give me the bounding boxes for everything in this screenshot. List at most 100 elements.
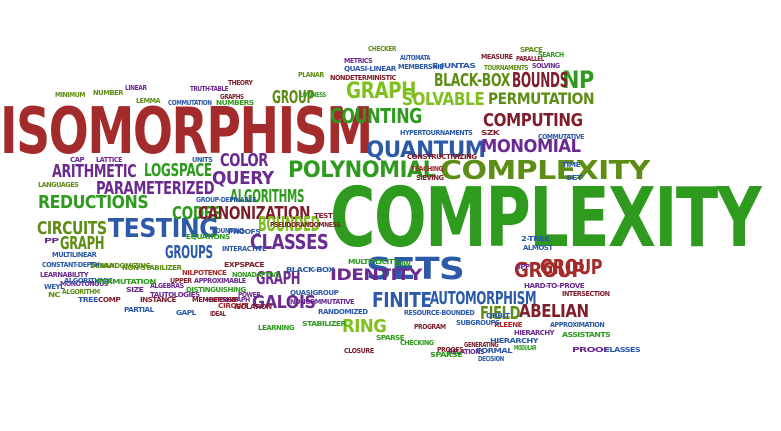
cloud-word: Abelian bbox=[519, 301, 589, 322]
cloud-word: Arithmetic bbox=[52, 161, 137, 182]
cloud-word: Sparse bbox=[376, 334, 405, 342]
cloud-word: Circuits bbox=[37, 218, 107, 239]
cloud-word: Learning bbox=[258, 324, 295, 332]
cloud-word: Nonadaptive bbox=[232, 271, 280, 279]
cloud-word: Proofs bbox=[437, 346, 464, 354]
cloud-word: Linear bbox=[125, 84, 147, 92]
cloud-word: Constructivizing bbox=[407, 153, 477, 161]
cloud-word: Pseudorandomness bbox=[270, 221, 341, 229]
cloud-word: Sparse bbox=[430, 351, 463, 359]
cloud-word: Solvable bbox=[402, 89, 485, 110]
cloud-word: Instance bbox=[140, 296, 176, 304]
cloud-word: Almost bbox=[523, 244, 553, 252]
cloud-word: Group bbox=[272, 87, 315, 108]
cloud-word: Finite bbox=[372, 288, 432, 312]
cloud-word: E-juntas bbox=[432, 62, 476, 70]
cloud-word: Test bbox=[314, 212, 333, 220]
cloud-word: Canonization bbox=[198, 203, 311, 224]
cloud-word: Stabilizer bbox=[302, 320, 346, 328]
cloud-word: Weyl bbox=[44, 283, 65, 291]
cloud-word: Group bbox=[540, 255, 603, 279]
cloud-word: Power bbox=[238, 291, 261, 299]
cloud-word: Commutative bbox=[538, 133, 584, 141]
cloud-word: Logspace bbox=[144, 160, 212, 181]
cloud-word: Planar bbox=[298, 71, 324, 79]
cloud-word: Algorithm bbox=[62, 288, 100, 296]
cloud-word: Learnability bbox=[40, 271, 89, 279]
cloud-word: Circuit bbox=[218, 302, 248, 310]
cloud-word: Minimum bbox=[55, 91, 86, 99]
cloud-word: Relations bbox=[448, 348, 485, 356]
cloud-word: Algebras bbox=[150, 282, 184, 290]
cloud-word: Group bbox=[514, 258, 585, 282]
cloud-word: Lattice bbox=[96, 156, 123, 164]
cloud-word: Formal bbox=[476, 347, 513, 355]
cloud-word: Via bbox=[100, 262, 115, 270]
cloud-word: Bounds bbox=[512, 68, 569, 92]
cloud-word: Groups bbox=[165, 242, 213, 263]
cloud-word: Classes bbox=[250, 230, 329, 254]
cloud-word: Ideal bbox=[210, 310, 226, 318]
cloud-word: Intersection bbox=[562, 290, 610, 298]
cloud-word: Graph bbox=[346, 79, 417, 104]
cloud-word: Nilpotence bbox=[182, 269, 227, 277]
cloud-word: Orbit bbox=[486, 312, 510, 320]
cloud-word: Comp bbox=[98, 296, 121, 304]
cloud-word: Resource-bounded bbox=[404, 309, 475, 317]
cloud-word: 2-tree bbox=[521, 235, 550, 243]
cloud-word: Lemma bbox=[136, 97, 161, 105]
cloud-word: Hard-to-prove bbox=[524, 282, 585, 290]
cloud-word: Tautologies bbox=[150, 291, 200, 299]
cloud-word: Black-Box bbox=[434, 70, 510, 91]
cloud-word: Hierarchy bbox=[514, 329, 555, 337]
cloud-word: Monotonous bbox=[60, 280, 109, 288]
cloud-word: Permutation bbox=[488, 89, 595, 108]
cloud-word: Commutation bbox=[168, 99, 212, 107]
cloud-word: Size bbox=[126, 286, 144, 294]
cloud-word: Solving bbox=[532, 62, 560, 70]
cloud-word: Theory bbox=[228, 79, 253, 87]
cloud-word: Hypertournaments bbox=[400, 129, 473, 137]
cloud-word: Multilinear bbox=[52, 251, 97, 259]
cloud-word: Multiplicity bbox=[348, 258, 399, 266]
cloud-word: Sets bbox=[366, 252, 465, 287]
cloud-word: Parallel bbox=[516, 55, 544, 63]
cloud-word: Closure bbox=[344, 347, 374, 355]
cloud-word: Computing bbox=[483, 110, 583, 131]
cloud-word: Approximation bbox=[550, 321, 605, 329]
cloud-word: Low bbox=[394, 260, 411, 268]
cloud-word: Numbers bbox=[216, 99, 254, 107]
cloud-word: GapL bbox=[176, 309, 196, 317]
cloud-word: Field bbox=[480, 303, 521, 324]
cloud-word: Algorithmic bbox=[64, 277, 113, 285]
cloud-word: Hypergraph bbox=[206, 296, 250, 304]
cloud-word: Modular bbox=[514, 344, 537, 352]
cloud-word: Proof bbox=[572, 346, 610, 354]
cloud-word: Tournaments bbox=[484, 64, 528, 72]
cloud-word: Languages bbox=[38, 181, 79, 189]
cloud-word: Automorphism bbox=[430, 288, 537, 309]
cloud-word: Constant-depth bbox=[42, 261, 100, 269]
cloud-word: Proofs bbox=[228, 228, 261, 236]
cloud-word: Complexity bbox=[330, 171, 762, 266]
cloud-word: Graphs bbox=[220, 93, 244, 101]
cloud-word: Checker bbox=[368, 45, 396, 53]
cloud-word: Black-box bbox=[286, 266, 335, 274]
cloud-word: Derandomizing bbox=[90, 262, 151, 270]
cloud-word: Bounded bbox=[258, 212, 320, 236]
cloud-word: Reductions bbox=[38, 192, 149, 213]
cloud-word: Search bbox=[538, 51, 564, 59]
cloud-word: SZK bbox=[481, 129, 500, 137]
cloud-word: Classes bbox=[604, 346, 641, 354]
cloud-word: Non-stabilizer bbox=[122, 264, 182, 272]
cloud-word: Equations bbox=[186, 233, 230, 241]
cloud-word: Automata bbox=[400, 54, 431, 62]
cloud-word: Isolation bbox=[234, 303, 272, 311]
cloud-word: Hierarchy bbox=[490, 337, 539, 345]
cloud-word: Tree bbox=[78, 296, 98, 304]
cloud-word: Query bbox=[212, 168, 274, 189]
cloud-word: Partial bbox=[124, 306, 154, 314]
cloud-word: Space bbox=[520, 46, 543, 54]
cloud-word: Noncommutative bbox=[290, 298, 355, 306]
cloud-word: Parameterized bbox=[96, 178, 215, 199]
